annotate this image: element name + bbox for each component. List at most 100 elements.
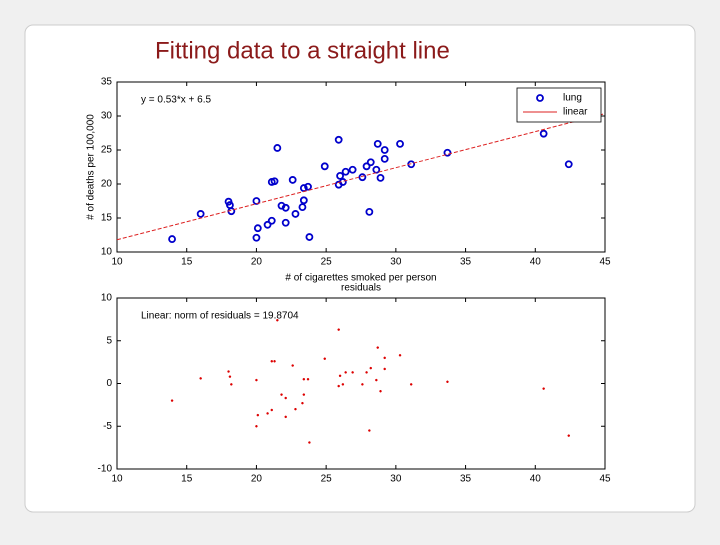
data-point (304, 182, 312, 191)
x-tick-label: 15 (181, 474, 193, 485)
data-point (361, 383, 364, 386)
data-point (273, 144, 282, 152)
y-tick-label: 5 (106, 335, 112, 346)
y-axis-label: # of deaths per 100,000 (86, 114, 97, 220)
data-point (368, 429, 371, 432)
y-tick-label: 0 (106, 378, 112, 389)
legend-label: lung (563, 93, 582, 104)
x-tick-label: 15 (181, 257, 193, 268)
data-point (365, 207, 374, 216)
data-point (302, 377, 306, 381)
chart-title: residuals (341, 283, 381, 294)
data-point (443, 148, 452, 157)
data-point (276, 318, 279, 322)
data-point (255, 378, 258, 382)
data-point (270, 360, 274, 363)
data-point (291, 210, 300, 218)
x-tick-label: 45 (599, 257, 611, 268)
data-point (396, 139, 404, 148)
data-point (383, 356, 386, 360)
data-point (337, 384, 340, 388)
y-tick-label: 15 (101, 213, 113, 224)
y-tick-label: 10 (101, 293, 113, 304)
data-point (199, 377, 202, 380)
data-point (168, 235, 176, 243)
data-point (344, 371, 347, 374)
data-point (227, 370, 230, 373)
x-tick-label: 35 (460, 257, 472, 268)
x-tick-label: 25 (321, 257, 333, 268)
data-point (358, 173, 367, 182)
data-point (323, 357, 326, 360)
data-point (170, 399, 174, 402)
data-point (280, 393, 283, 396)
data-point (273, 360, 276, 363)
y-tick-label: 20 (101, 179, 113, 190)
x-tick-label: 10 (111, 257, 123, 268)
data-point (398, 354, 402, 357)
data-point (288, 176, 297, 184)
data-point (305, 233, 314, 241)
data-point (284, 415, 287, 419)
data-point (252, 233, 261, 242)
data-point (255, 425, 258, 428)
data-point (409, 383, 413, 386)
data-point (294, 407, 297, 411)
fit-line (116, 113, 606, 241)
x-tick-label: 35 (460, 474, 472, 485)
x-tick-label: 25 (321, 474, 333, 485)
data-point (383, 367, 386, 371)
data-point (334, 135, 343, 144)
x-tick-label: 20 (251, 257, 263, 268)
y-tick-label: 10 (101, 247, 113, 258)
data-point (270, 177, 279, 186)
x-tick-label: 45 (599, 474, 611, 485)
data-point (301, 401, 304, 405)
data-point (542, 387, 545, 390)
data-point (376, 346, 379, 349)
data-point (567, 434, 570, 437)
data-point (302, 393, 306, 396)
data-point (348, 165, 357, 174)
data-point (337, 328, 340, 331)
data-point (351, 371, 354, 374)
x-tick-label: 30 (390, 257, 402, 268)
data-point (281, 218, 290, 227)
data-point (320, 162, 329, 171)
data-point (308, 441, 311, 444)
x-tick-label: 10 (111, 474, 123, 485)
data-point (230, 383, 233, 386)
legend-label: linear (563, 107, 588, 118)
data-point (196, 210, 205, 218)
data-point (263, 220, 272, 229)
x-tick-label: 20 (251, 474, 263, 485)
data-point (281, 203, 290, 212)
data-point (306, 377, 310, 381)
data-point (564, 160, 573, 169)
data-point (373, 139, 382, 148)
x-tick-label: 40 (530, 257, 542, 268)
y-tick-label: 30 (101, 111, 113, 122)
data-point (298, 203, 307, 212)
data-point (341, 383, 345, 386)
data-point (338, 374, 342, 378)
data-point (362, 162, 371, 171)
annotation: y = 0.53*x + 6.5 (141, 95, 211, 106)
plot-area (116, 297, 606, 470)
data-point (336, 171, 344, 180)
data-point (341, 167, 350, 176)
data-point (256, 413, 260, 417)
x-tick-label: 40 (530, 474, 542, 485)
slide-title: Fitting data to a straight line (155, 37, 450, 64)
data-point (253, 224, 262, 233)
y-tick-label: 25 (101, 145, 113, 156)
data-point (270, 408, 274, 412)
data-point (267, 216, 276, 225)
data-point (379, 389, 382, 393)
data-point (284, 396, 287, 400)
data-point (266, 412, 269, 415)
data-point (380, 146, 389, 154)
data-point (446, 380, 449, 384)
